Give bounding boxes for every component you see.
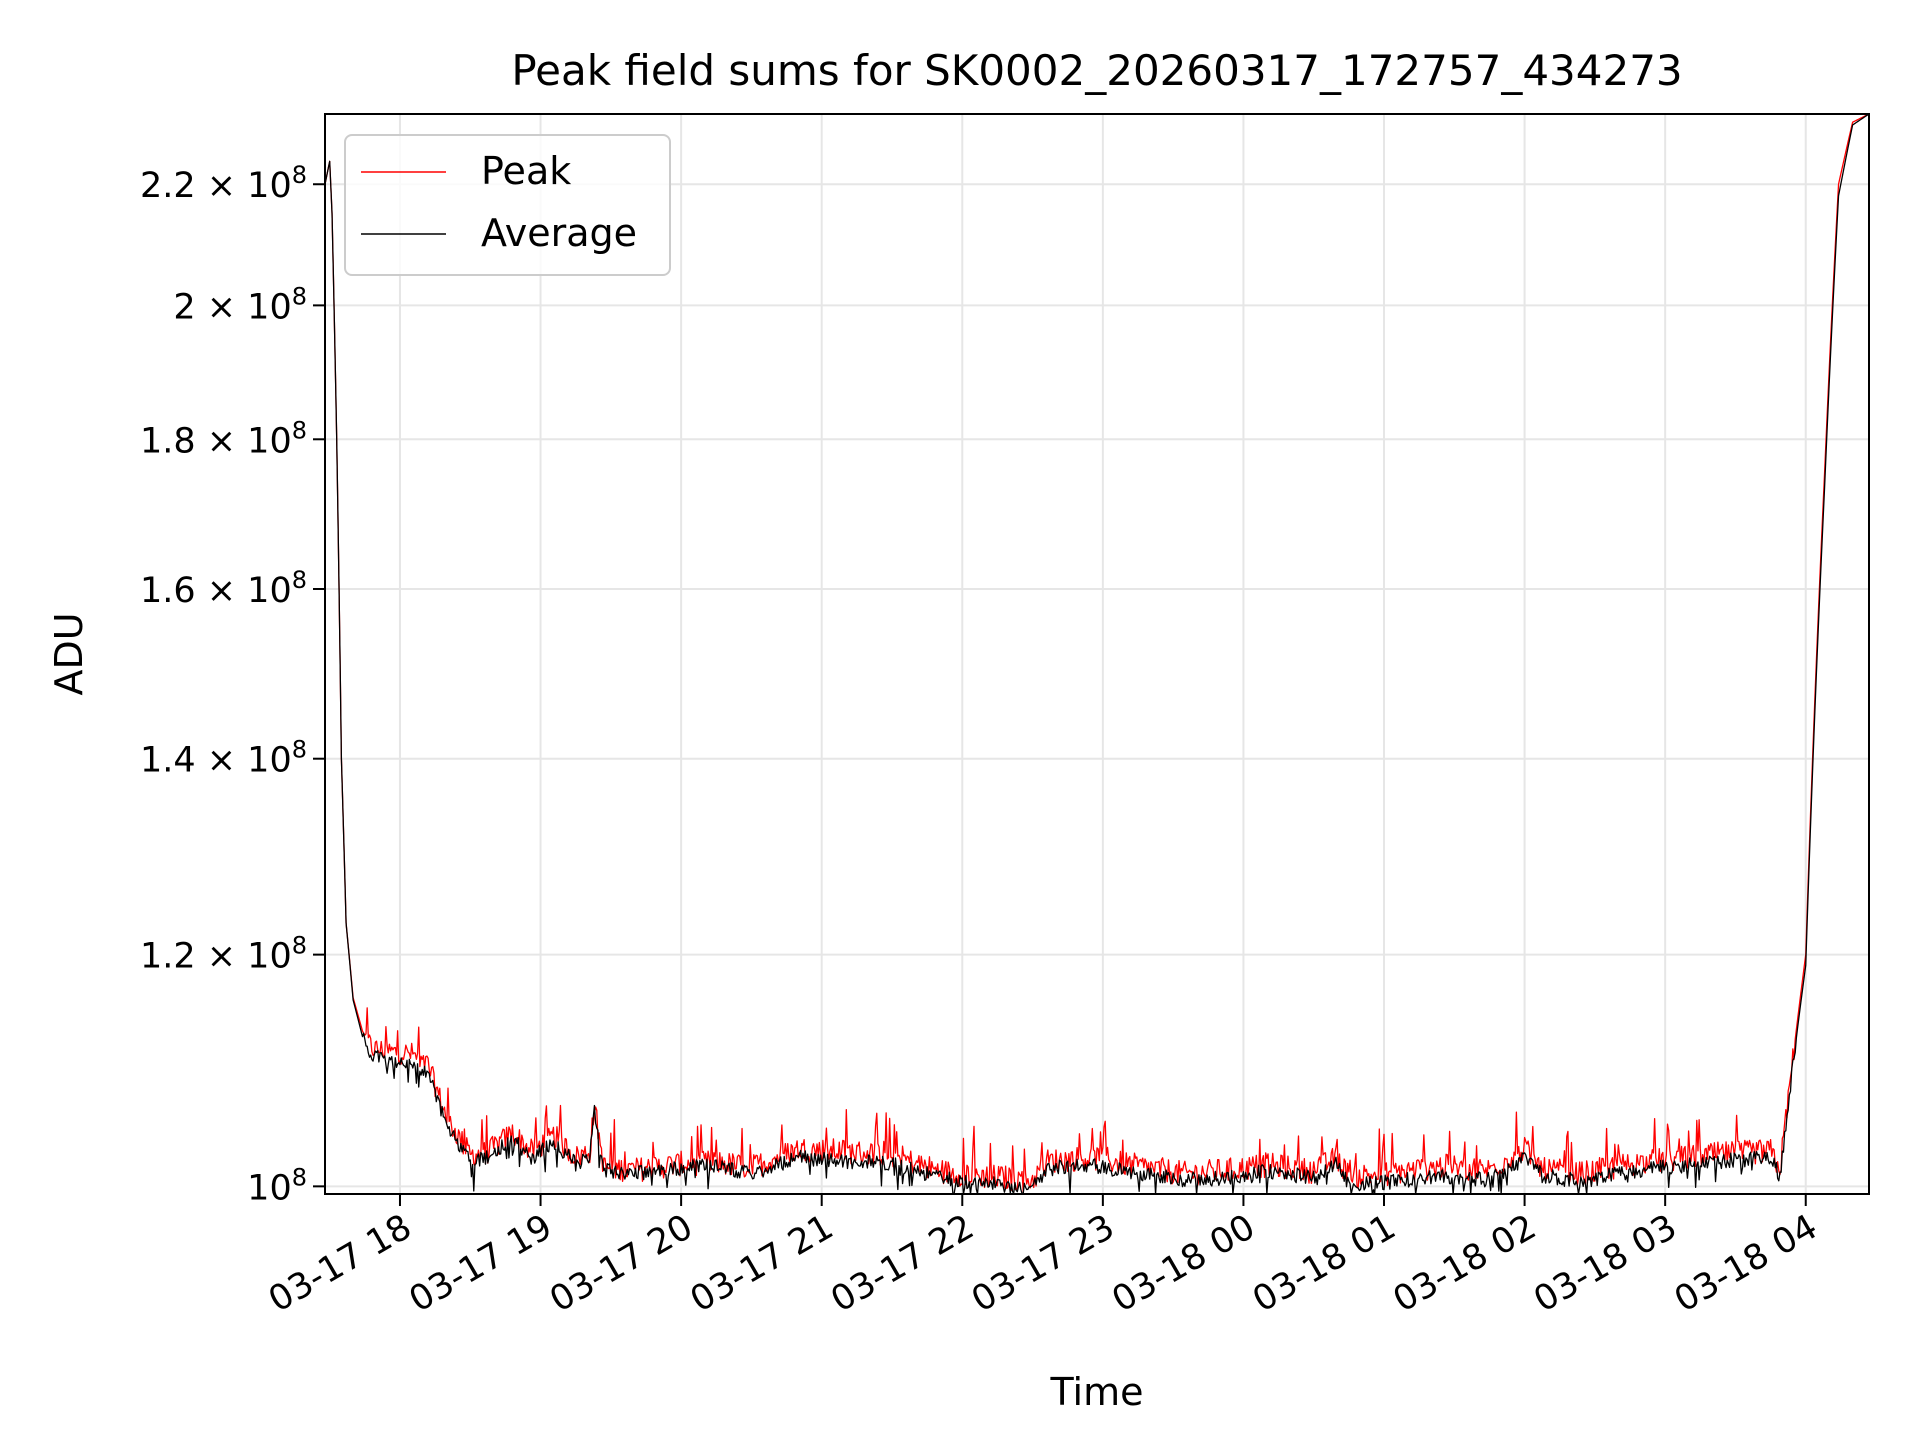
y-axis-label: ADU [47, 612, 91, 695]
series-line-average [324, 113, 1870, 1195]
series-line-peak [324, 113, 1870, 1193]
legend-label-average: Average [481, 211, 637, 255]
legend: Peak Average [344, 134, 671, 276]
legend-box [344, 134, 671, 276]
chart-title: Peak field sums for SK0002_20260317_1727… [511, 46, 1682, 95]
legend-label-peak: Peak [481, 149, 571, 193]
y-tick-label: 1.4 × 108 [140, 736, 307, 781]
y-tick-label: 1.8 × 108 [140, 416, 307, 461]
y-tick-label: 1.2 × 108 [140, 932, 307, 977]
y-tick-label: 2 × 108 [173, 282, 307, 327]
plot-frame [324, 113, 1870, 1195]
y-tick-label: 2.2 × 108 [140, 161, 307, 206]
y-tick-label: 1.6 × 108 [140, 566, 307, 611]
grid-lines [325, 114, 1869, 1194]
x-axis-label: Time [1050, 1370, 1144, 1414]
series-lines [324, 113, 1870, 1195]
